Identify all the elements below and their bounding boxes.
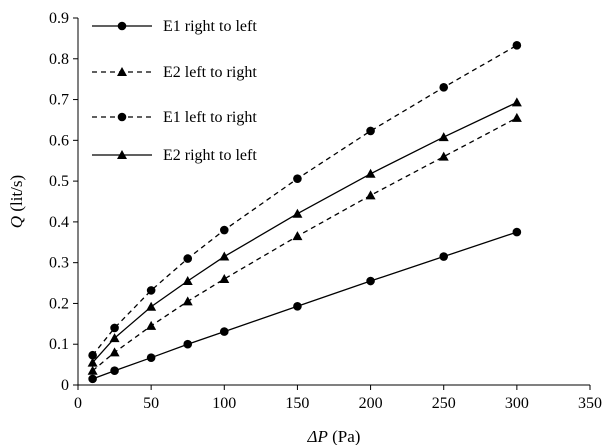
x-tick-label: 0 — [74, 395, 82, 412]
x-axis-variable: ΔP — [307, 427, 328, 445]
data-point — [146, 320, 157, 330]
y-tick-label: 0.6 — [49, 132, 69, 149]
legend-item: E1 right to left — [92, 18, 257, 35]
data-point — [512, 227, 522, 237]
plot-area — [87, 41, 522, 384]
data-point — [366, 126, 375, 136]
y-tick-label: 0.2 — [49, 295, 69, 312]
series-line — [92, 231, 518, 380]
data-point — [88, 374, 97, 384]
data-point — [438, 132, 449, 142]
x-tick-label: 100 — [212, 395, 236, 412]
data-point — [365, 190, 376, 200]
data-point — [87, 365, 98, 375]
x-tick-label: 250 — [432, 395, 456, 412]
data-point — [87, 357, 98, 367]
y-tick-label: 0.5 — [49, 173, 69, 190]
legend-item: E2 left to right — [92, 64, 257, 81]
data-point — [293, 174, 302, 183]
y-tick-label: 0.9 — [49, 10, 69, 27]
data-point — [110, 323, 119, 333]
x-tick-label: 200 — [359, 395, 383, 412]
y-axis-unit: (lit/s) — [7, 175, 26, 216]
series-3 — [88, 41, 522, 360]
y-tick-label: 0.8 — [49, 51, 69, 68]
x-tick-label: 50 — [143, 395, 159, 412]
data-point — [292, 208, 303, 218]
series-2 — [87, 112, 522, 375]
data-point — [365, 168, 376, 178]
data-point — [512, 41, 522, 50]
data-point — [182, 276, 193, 286]
data-point — [110, 366, 119, 376]
data-point — [439, 83, 449, 92]
y-tick-label: 0 — [61, 377, 69, 394]
legend-item: E1 left to right — [92, 109, 257, 126]
data-point — [219, 251, 230, 261]
data-point — [109, 333, 120, 343]
y-tick-label: 0.1 — [49, 336, 69, 353]
legend-label: E2 left to right — [163, 64, 257, 81]
x-tick-label: 150 — [285, 395, 309, 412]
data-point — [219, 327, 229, 336]
data-point — [88, 350, 97, 360]
data-point — [219, 273, 230, 283]
data-point — [292, 231, 303, 241]
data-point — [438, 151, 449, 161]
y-tick-label: 0.7 — [49, 92, 69, 109]
x-tick-label: 300 — [505, 395, 529, 412]
legend-marker — [117, 21, 127, 31]
data-point — [183, 254, 193, 263]
y-tick-label: 0.4 — [49, 214, 69, 231]
data-point — [146, 301, 157, 311]
data-point — [439, 252, 449, 261]
data-point — [511, 97, 522, 107]
x-tick-label: 350 — [578, 395, 602, 412]
series-line — [92, 44, 518, 356]
axes: 0 50 100 150 200 250 300 350 0 0.1 0.2 0.3 0.4 0.5 0.6… — [49, 10, 602, 412]
legend: E1 right to left E2 left to right E1 left … — [92, 18, 257, 164]
legend-item: E2 right to left — [92, 147, 257, 164]
series-1 — [88, 227, 522, 384]
y-tick-label: 0.3 — [49, 255, 69, 272]
data-point — [366, 276, 375, 286]
data-point — [146, 353, 156, 362]
y-axis-variable: Q — [7, 216, 26, 228]
legend-label: E1 right to left — [163, 18, 257, 35]
legend-label: E2 right to left — [163, 147, 257, 164]
x-axis-title: ΔP (Pa) — [307, 427, 361, 445]
data-point — [183, 339, 193, 349]
series-line — [92, 117, 518, 372]
y-axis-title: Q (lit/s) — [7, 175, 26, 228]
legend-marker — [117, 150, 127, 159]
data-point — [219, 225, 229, 235]
series-4 — [87, 97, 522, 367]
legend-marker — [117, 112, 127, 122]
data-point — [511, 112, 522, 122]
data-point — [293, 301, 302, 311]
data-point — [109, 347, 120, 357]
data-point — [182, 296, 193, 306]
x-axis-unit: (Pa) — [328, 427, 361, 445]
legend-marker — [117, 67, 127, 76]
data-point — [146, 286, 156, 295]
legend-label: E1 left to right — [163, 109, 257, 126]
